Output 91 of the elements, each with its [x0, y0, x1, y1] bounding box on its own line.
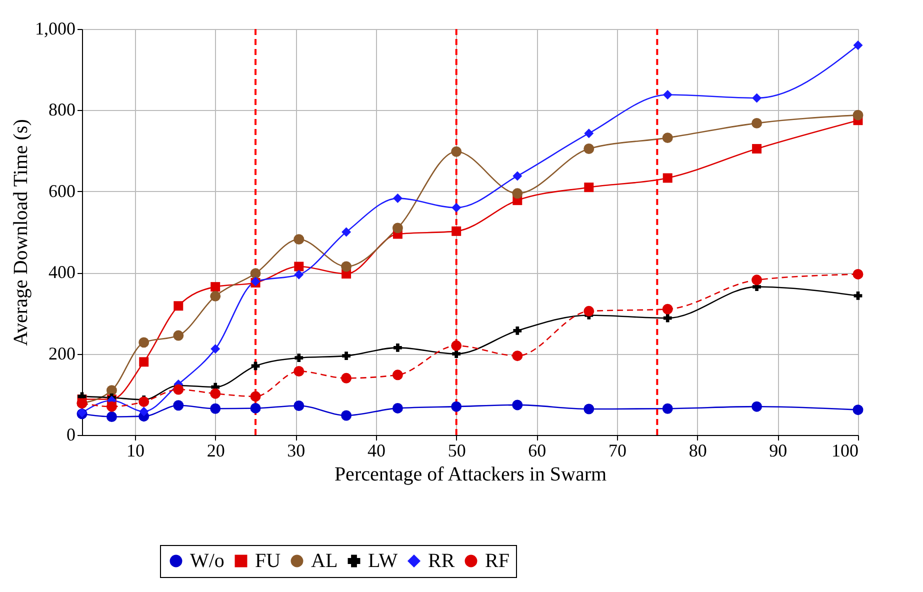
y-tick-label: 0 — [66, 424, 76, 444]
point — [584, 306, 594, 316]
point — [341, 372, 352, 384]
point — [139, 406, 149, 416]
y-tick-label: 400 — [48, 262, 76, 282]
point — [210, 282, 220, 292]
point — [294, 234, 304, 245]
point — [250, 391, 261, 402]
legend-label: LW — [368, 550, 398, 572]
x-tick-label: 90 — [769, 440, 788, 460]
point — [250, 402, 261, 414]
point — [173, 330, 184, 341]
legend-label: AL — [311, 550, 338, 572]
point — [662, 132, 673, 144]
y-axis-title: Average Download Time (s) — [10, 119, 32, 346]
point — [752, 144, 762, 154]
point — [584, 404, 594, 414]
point — [210, 344, 220, 354]
point — [392, 370, 403, 380]
point — [662, 304, 673, 314]
point — [451, 401, 462, 412]
point — [294, 354, 304, 362]
y-tick-label: 1,000 — [35, 18, 76, 38]
point — [752, 274, 762, 286]
point — [392, 194, 402, 204]
point — [451, 340, 462, 351]
point — [854, 292, 862, 300]
point — [512, 171, 522, 181]
x-tick-label: 20 — [206, 440, 225, 460]
point — [392, 402, 403, 414]
point — [452, 226, 462, 236]
point — [853, 40, 863, 50]
point — [452, 202, 462, 212]
legend-label: RF — [485, 550, 510, 572]
point — [852, 110, 864, 120]
point — [342, 352, 350, 360]
point — [173, 384, 184, 395]
point — [210, 290, 221, 302]
x-tick-label: 60 — [528, 440, 546, 460]
point — [584, 144, 594, 154]
x-tick-label: 30 — [287, 440, 306, 460]
point — [584, 182, 594, 192]
point — [173, 400, 184, 411]
point — [392, 222, 403, 234]
point — [394, 344, 402, 352]
point — [138, 337, 150, 348]
x-axis-title: Percentage of Attackers in Swarm — [334, 464, 607, 486]
point — [663, 314, 672, 322]
point — [106, 411, 117, 422]
point — [139, 357, 149, 367]
point — [512, 350, 523, 362]
point — [294, 270, 304, 280]
point — [452, 350, 461, 358]
point — [210, 403, 221, 414]
point — [294, 262, 304, 272]
point — [294, 366, 304, 376]
point — [512, 188, 523, 199]
legend-label: W/o — [190, 550, 224, 572]
point — [451, 146, 462, 157]
x-tick-label: 80 — [688, 440, 707, 460]
point — [341, 261, 352, 272]
point — [752, 401, 762, 412]
x-tick-label: 10 — [126, 440, 145, 460]
y-tick-label: 800 — [48, 100, 76, 120]
point — [662, 173, 672, 183]
point — [513, 326, 522, 335]
x-tick-label: 40 — [368, 440, 386, 460]
point — [174, 301, 184, 311]
x-tick-label: 100 — [832, 440, 858, 460]
point — [852, 404, 864, 416]
y-tick-label: 200 — [48, 343, 76, 364]
point — [342, 227, 352, 237]
legend-label: FU — [255, 550, 282, 572]
point — [584, 128, 594, 138]
x-tick-label: 50 — [448, 440, 466, 460]
point — [341, 410, 352, 421]
point — [662, 403, 673, 414]
point — [106, 401, 117, 412]
point — [106, 385, 117, 396]
point — [250, 268, 261, 279]
point — [138, 396, 150, 407]
x-tick-label: 70 — [608, 440, 627, 460]
point — [512, 400, 523, 410]
point — [752, 118, 762, 128]
point — [752, 93, 762, 103]
point — [852, 268, 864, 280]
point — [294, 400, 304, 411]
legend-label: RR — [428, 550, 456, 572]
point — [662, 90, 672, 100]
point — [210, 388, 221, 399]
y-tick-label: 600 — [48, 180, 76, 201]
